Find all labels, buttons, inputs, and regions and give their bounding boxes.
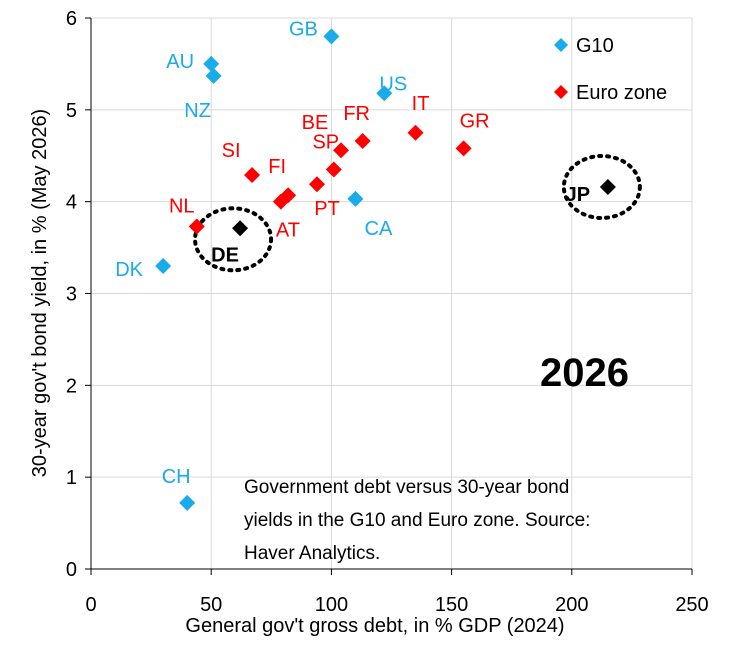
point-be [333,142,350,159]
y-axis-title: 30-year gov't bond yield, in % (May 2026… [29,109,51,477]
point-label-nl: NL [169,195,195,217]
point-label-au: AU [166,51,194,73]
year-annotation: 2026 [540,351,629,395]
point-label-us: US [379,73,407,95]
x-tick-label: 200 [555,594,588,616]
point-label-it: IT [412,93,430,115]
y-tick-label: 6 [66,8,77,30]
legend-label-g10: G10 [576,35,614,57]
legend-marker-euro-zone [554,85,568,99]
x-tick-label: 50 [200,594,222,616]
gridlines [91,17,693,569]
point-nz [205,67,222,84]
x-tick-label: 100 [315,594,348,616]
point-label-de: DE [211,244,239,266]
highlight-circle-de [193,206,274,273]
x-tick-label: 0 [85,594,96,616]
point-pt [308,176,325,193]
point-label-sp: SP [312,132,339,154]
source-note-line-3: Haver Analytics. [244,543,380,564]
point-label-pt: PT [314,198,340,220]
point-dk [155,257,172,274]
point-label-gr: GR [460,110,490,132]
point-ch [179,494,196,511]
x-tick-labels: 0 50 100 150 200 250 [85,594,708,616]
point-gb [323,28,340,45]
point-de [232,220,249,237]
point-label-be: BE [302,112,329,134]
y-tick-label: 1 [66,467,77,489]
y-tick-label: 5 [66,100,77,122]
source-note-line-2: yields in the G10 and Euro zone. Source: [244,510,590,531]
y-tick-label: 4 [66,192,77,214]
point-it [407,124,424,141]
y-tick-label: 0 [66,559,77,581]
source-note: Government debt versus 30-year bond yiel… [244,477,590,564]
point-fr [354,133,371,150]
highlight-circles [193,153,642,273]
y-tick-label: 3 [66,284,77,306]
point-sp [325,161,342,178]
x-tick-label: 250 [675,594,708,616]
point-ca [347,190,364,207]
x-axis-title: General gov't gross debt, in % GDP (2024… [185,615,564,637]
point-us [376,85,393,102]
x-tick-label: 150 [435,594,468,616]
point-label-ca: CA [365,218,393,240]
point-at [272,193,289,210]
point-label-gb: GB [289,18,318,40]
axes [85,17,693,575]
point-au [203,55,220,72]
point-label-dk: DK [115,259,143,281]
legend-label-euro-zone: Euro zone [576,82,667,104]
y-tick-label: 2 [66,375,77,397]
data-points [155,28,616,511]
point-jp [599,178,616,195]
point-gr [455,140,472,157]
point-label-ch: CH [162,466,191,488]
source-note-line-1: Government debt versus 30-year bond [244,477,569,498]
point-nl [188,218,205,235]
legend: G10 Euro zone [554,35,667,104]
point-label-si: SI [222,140,241,162]
highlight-circle-jp [561,153,642,220]
legend-marker-g10 [554,38,568,52]
y-tick-labels: 0 1 2 3 4 5 6 [66,8,77,581]
point-label-fi: FI [268,156,286,178]
point-label-fr: FR [343,103,370,125]
point-label-nz: NZ [184,100,211,122]
point-si [244,167,261,184]
point-label-jp: JP [566,184,590,206]
point-label-at: AT [276,220,300,242]
